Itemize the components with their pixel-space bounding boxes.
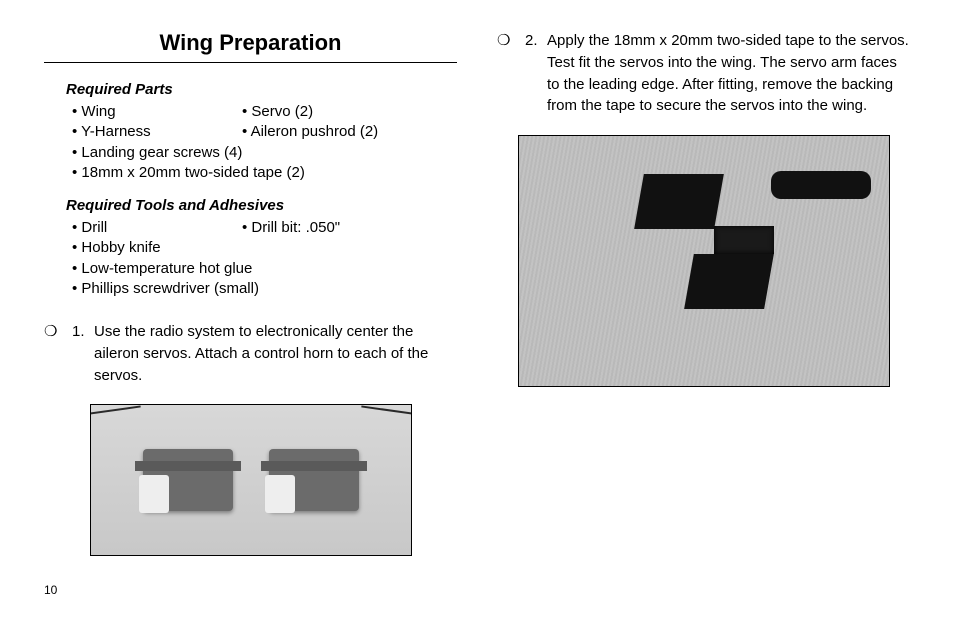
photo-wing xyxy=(518,135,890,387)
tape-patch xyxy=(684,254,774,309)
step-number: 2. xyxy=(525,30,547,117)
required-parts-list: Wing Servo (2) Y-Harness Aileron pushrod… xyxy=(72,102,457,183)
tool-item: Hobby knife xyxy=(72,238,457,258)
step-number: 1. xyxy=(72,321,94,386)
part-item: Wing xyxy=(72,102,242,122)
part-item: 18mm x 20mm two-sided tape (2) xyxy=(72,163,457,183)
servo-slot xyxy=(714,226,774,254)
part-item: Servo (2) xyxy=(242,102,313,122)
step-text: Apply the 18mm x 20mm two-sided tape to … xyxy=(547,30,910,117)
wire-graphic xyxy=(90,406,141,419)
tape-patch xyxy=(634,174,724,229)
tool-item: Low-temperature hot glue xyxy=(72,259,457,279)
checkbox-icon: ❍ xyxy=(44,321,72,386)
tool-item: Drill xyxy=(72,218,242,238)
manual-page: Wing Preparation Required Parts Wing Ser… xyxy=(0,0,954,617)
required-tools-list: Drill Drill bit: .050" Hobby knife Low-t… xyxy=(72,218,457,299)
wire-graphic xyxy=(361,406,412,419)
part-item: Aileron pushrod (2) xyxy=(242,122,378,142)
servo-graphic xyxy=(143,449,233,511)
flap-graphic xyxy=(771,171,871,199)
checkbox-icon: ❍ xyxy=(497,30,525,117)
wing-graphic xyxy=(519,136,889,386)
section-title: Wing Preparation xyxy=(44,30,457,63)
step-text: Use the radio system to electronically c… xyxy=(94,321,457,386)
servo-graphic xyxy=(269,449,359,511)
page-number: 10 xyxy=(44,583,57,597)
right-column: ❍ 2. Apply the 18mm x 20mm two-sided tap… xyxy=(497,30,910,597)
left-column: Wing Preparation Required Parts Wing Ser… xyxy=(44,30,457,597)
step-1: ❍ 1. Use the radio system to electronica… xyxy=(44,321,457,386)
photo-servos xyxy=(90,404,412,556)
step-2: ❍ 2. Apply the 18mm x 20mm two-sided tap… xyxy=(497,30,910,117)
tool-item: Drill bit: .050" xyxy=(242,218,340,238)
part-item: Landing gear screws (4) xyxy=(72,143,457,163)
part-item: Y-Harness xyxy=(72,122,242,142)
tool-item: Phillips screwdriver (small) xyxy=(72,279,457,299)
required-parts-heading: Required Parts xyxy=(66,81,457,98)
required-tools-heading: Required Tools and Adhesives xyxy=(66,197,457,214)
